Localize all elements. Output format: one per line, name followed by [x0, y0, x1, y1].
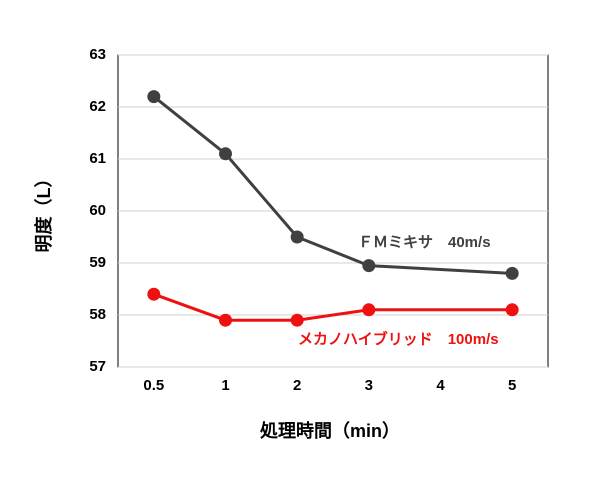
data-point: [290, 313, 304, 327]
x-tick-label: 3: [365, 377, 373, 394]
y-axis-label: 明度（L）: [33, 170, 54, 253]
x-tick-label: 5: [508, 377, 516, 394]
grid: [118, 54, 548, 368]
y-tick-label: 60: [89, 202, 106, 219]
x-tick-label: 1: [221, 377, 229, 394]
y-tick-label: 59: [89, 254, 106, 271]
series-label: メカノハイブリッド 100m/s: [298, 330, 499, 348]
series-line: [153, 292, 513, 322]
y-tick-label: 62: [89, 98, 106, 115]
x-tick-label: 2: [293, 377, 301, 394]
data-point: [147, 90, 161, 104]
data-point: [505, 303, 519, 317]
data-point: [290, 230, 304, 244]
data-point: [219, 313, 232, 327]
data-point: [147, 287, 161, 301]
data-point: [362, 259, 376, 273]
x-axis-label: 処理時間（min）: [260, 420, 400, 441]
y-tick-label: 57: [89, 358, 106, 375]
data-point: [219, 147, 232, 161]
y-tick-label: 63: [89, 46, 106, 63]
series-label: ＦＭミキサ 40m/s: [358, 234, 491, 251]
y-tick-label: 61: [89, 150, 106, 167]
data-point: [362, 303, 376, 317]
x-tick-label: 4: [436, 377, 445, 394]
y-tick-label: 58: [89, 306, 106, 323]
data-point: [505, 266, 519, 280]
x-tick-label: 0.5: [143, 377, 164, 394]
